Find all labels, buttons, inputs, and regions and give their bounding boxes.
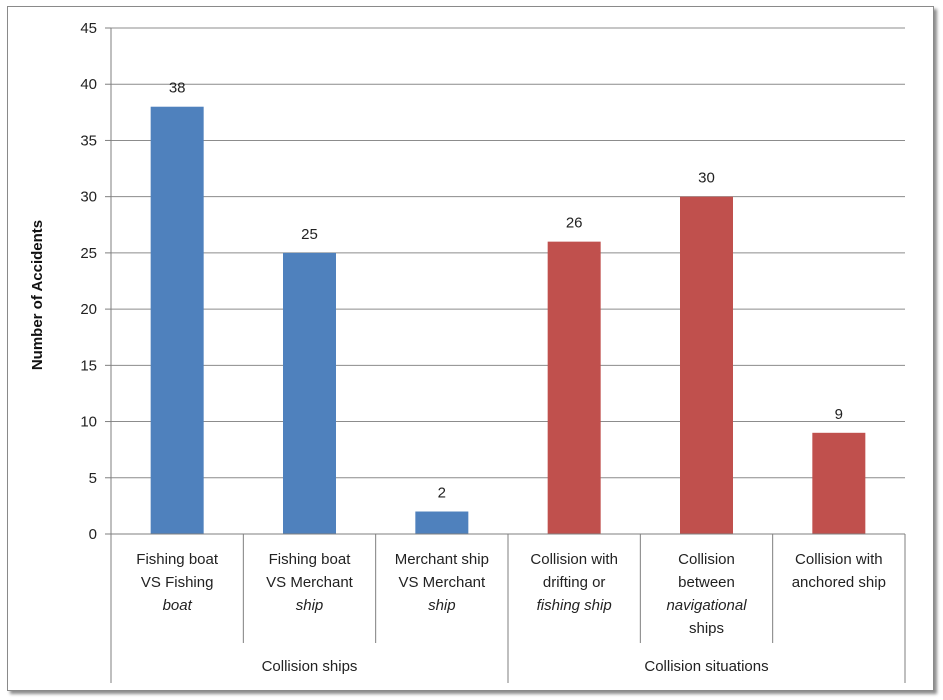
data-label: 9 — [835, 406, 843, 423]
data-label: 30 — [698, 170, 715, 187]
category-label: drifting or — [543, 574, 606, 591]
chart-frame: 0 5 10 15 20 25 30 35 40 45 38 25 2 26 30 9 Fishing bo… — [7, 6, 934, 691]
data-label: 26 — [566, 215, 583, 232]
bar — [283, 252, 336, 534]
bars — [150, 106, 866, 534]
data-labels: 38 25 2 26 30 9 — [169, 80, 843, 502]
category-label: VS Merchant — [398, 574, 486, 591]
category-label: ship — [428, 597, 456, 614]
bar — [680, 196, 733, 534]
y-tick-label: 35 — [80, 132, 97, 149]
y-tick-label: 0 — [89, 526, 97, 543]
category-label: Collision — [678, 551, 735, 568]
category-label: ships — [689, 620, 724, 637]
axes — [105, 27, 906, 683]
y-tick-label: 20 — [80, 301, 97, 318]
x-axis-categories: Fishing boat VS Fishing boat Fishing boat VS… — [136, 551, 886, 637]
bar — [150, 106, 204, 534]
category-label: Fishing boat — [136, 551, 219, 568]
gridlines — [111, 27, 905, 479]
y-axis-ticks: 0 5 10 15 20 25 30 35 40 45 — [80, 20, 97, 543]
bar — [812, 432, 866, 534]
y-tick-label: 25 — [80, 245, 97, 262]
group-label: Collision situations — [644, 658, 768, 675]
data-label: 25 — [301, 226, 318, 243]
bar-chart: 0 5 10 15 20 25 30 35 40 45 38 25 2 26 30 9 Fishing bo… — [29, 20, 906, 683]
category-label: navigational — [666, 597, 747, 614]
group-label: Collision ships — [262, 658, 358, 675]
y-axis-label: Number of Accidents — [29, 220, 46, 370]
bar — [415, 511, 469, 534]
category-label: Collision with — [795, 551, 883, 568]
category-label: boat — [163, 597, 193, 614]
y-tick-label: 10 — [80, 414, 97, 431]
category-label: VS Fishing — [141, 574, 214, 591]
category-label: fishing ship — [537, 597, 612, 614]
y-tick-label: 5 — [89, 470, 97, 487]
data-label: 38 — [169, 80, 186, 97]
data-label: 2 — [438, 485, 446, 502]
category-label: Fishing boat — [269, 551, 352, 568]
category-label: VS Merchant — [266, 574, 354, 591]
y-tick-label: 30 — [80, 189, 97, 206]
category-label: Merchant ship — [395, 551, 489, 568]
category-label: ship — [296, 597, 324, 614]
y-tick-label: 40 — [80, 76, 97, 93]
y-tick-label: 15 — [80, 357, 97, 374]
category-label: anchored ship — [792, 574, 886, 591]
bar — [547, 241, 601, 534]
category-label: between — [678, 574, 735, 591]
x-axis-groups: Collision ships Collision situations — [262, 658, 769, 675]
category-label: Collision with — [530, 551, 618, 568]
y-tick-label: 45 — [80, 20, 97, 37]
